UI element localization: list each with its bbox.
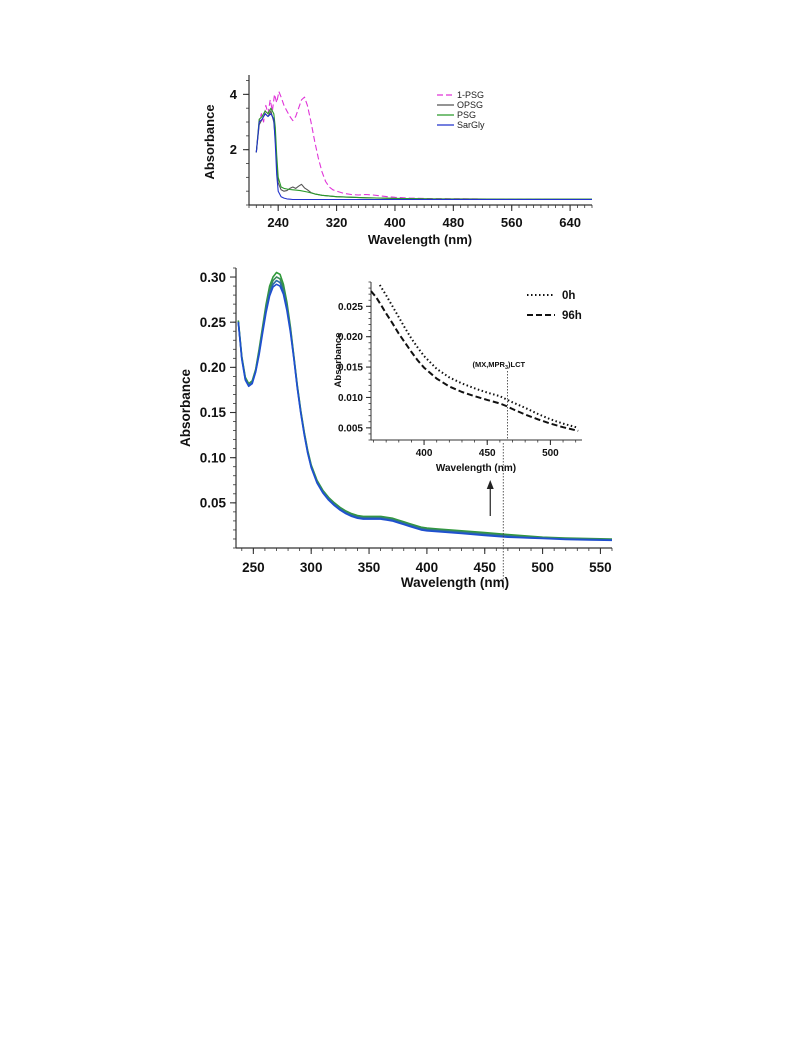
c1-y-tick-label: 2 (230, 142, 237, 157)
c2-y-axis-label: Absorbance (178, 369, 193, 448)
c1-x-tick-label: 640 (559, 215, 581, 230)
c1-y-tick-label: 4 (230, 87, 238, 102)
c1-x-tick-label: 320 (326, 215, 348, 230)
c3-x-tick-label: 450 (479, 448, 496, 459)
c1-series-line-sargly (255, 113, 592, 201)
c1-series-line-1-psg (255, 91, 592, 201)
c3-legend-label: 96h (562, 310, 582, 322)
c2-y-tick-label: 0.30 (200, 270, 226, 285)
c2-x-tick-label: 350 (358, 560, 381, 575)
c3-ticks: 400 450 500 0.005 0.010 0.015 0.020 0.025 (338, 281, 577, 459)
c2-y-tick-label: 0.15 (200, 405, 227, 420)
c1-ticks: 240 320 400 480 560 640 2 4 (230, 80, 593, 230)
c2-lct-marker (486, 440, 504, 590)
c1-series-line-opsg (255, 110, 592, 200)
c3-series-line-96h (370, 290, 579, 432)
c1-legend-label: 1-PSG (457, 90, 484, 100)
c2-y-tick-label: 0.05 (200, 496, 227, 511)
c2-series (237, 271, 613, 542)
c2-marker-arrow-head (486, 480, 494, 489)
c3-y-tick-label: 0.010 (338, 393, 363, 404)
c1-x-tick-label: 560 (501, 215, 523, 230)
c2-series-line-3 (237, 283, 613, 542)
c2-x-axis-label: Wavelength (nm) (401, 575, 509, 590)
c3-y-tick-label: 0.015 (338, 363, 363, 374)
c3-y-tick-label: 0.025 (338, 302, 363, 313)
c1-y-axis-label: Absorbance (202, 104, 217, 179)
c1-legend-label: PSG (457, 110, 476, 120)
c1-series-line-psg (255, 107, 592, 200)
c3-legend-label: 0h (562, 290, 575, 302)
c3-inset-background (368, 280, 583, 442)
c1-x-tick-label: 240 (267, 215, 289, 230)
c1-series (255, 91, 592, 201)
c3-annotation-lct: (MX,MPR3)LCT (472, 360, 525, 371)
c2-x-tick-label: 400 (416, 560, 439, 575)
c1-x-tick-label: 480 (442, 215, 464, 230)
c3-x-tick-label: 400 (416, 448, 433, 459)
c2-x-tick-label: 500 (531, 560, 554, 575)
c2-ticks: 250 300 350 400 450 500 550 0.05 0.10 0.15 0.20 0.2… (200, 267, 613, 575)
c3-y-tick-label: 0.005 (338, 423, 363, 434)
chart-inset: 400 450 500 0.005 0.010 0.015 0.020 0.025 Wavel… (333, 280, 583, 474)
c3-y-axis-label: Absorbance (333, 333, 344, 388)
c2-y-tick-label: 0.10 (200, 450, 226, 465)
c2-x-tick-label: 450 (473, 560, 496, 575)
c3-series-line-0h (378, 284, 579, 429)
c1-x-axis-label: Wavelength (nm) (368, 232, 472, 247)
c3-x-tick-label: 500 (542, 448, 559, 459)
c3-y-tick-label: 0.020 (338, 332, 363, 343)
c3-legend: 0h 96h (527, 290, 582, 322)
c2-x-tick-label: 300 (300, 560, 323, 575)
chart-uv-time: 250 300 350 400 450 500 550 0.05 0.10 0.15 0.20 0.2… (178, 267, 613, 590)
c2-x-tick-label: 550 (589, 560, 612, 575)
c1-x-tick-label: 400 (384, 215, 406, 230)
c1-legend-label: OPSG (457, 100, 483, 110)
c1-legend-label: SarGly (457, 120, 485, 130)
c2-y-tick-label: 0.20 (200, 360, 226, 375)
chart-uv-ligands: 240 320 400 480 560 640 2 4 Wavelength (nm) Abs… (202, 75, 593, 247)
c2-y-tick-label: 0.25 (200, 315, 227, 330)
c3-x-axis-label: Wavelength (nm) (436, 463, 516, 474)
c2-x-tick-label: 250 (242, 560, 265, 575)
c3-series (370, 284, 579, 440)
